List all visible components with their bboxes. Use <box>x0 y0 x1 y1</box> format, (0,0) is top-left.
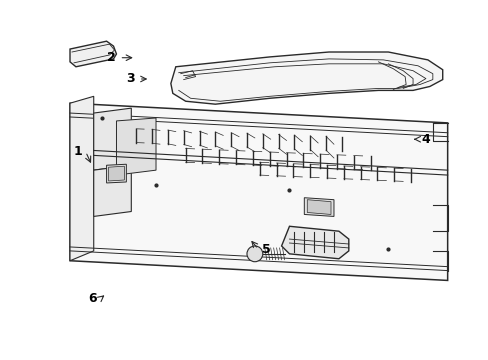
Polygon shape <box>108 166 124 181</box>
Polygon shape <box>94 108 131 170</box>
Polygon shape <box>306 200 330 215</box>
Polygon shape <box>304 198 333 216</box>
Polygon shape <box>116 118 156 175</box>
Text: 3: 3 <box>126 72 135 85</box>
Text: 4: 4 <box>421 133 429 146</box>
Text: 2: 2 <box>107 51 116 64</box>
Polygon shape <box>70 103 447 280</box>
Polygon shape <box>170 52 442 104</box>
Text: 1: 1 <box>73 145 82 158</box>
Polygon shape <box>106 164 126 183</box>
Text: 5: 5 <box>262 243 270 256</box>
Polygon shape <box>281 226 348 259</box>
Polygon shape <box>70 41 116 67</box>
Polygon shape <box>94 165 131 216</box>
Circle shape <box>246 246 262 262</box>
Polygon shape <box>70 96 94 261</box>
Text: 6: 6 <box>88 292 96 305</box>
